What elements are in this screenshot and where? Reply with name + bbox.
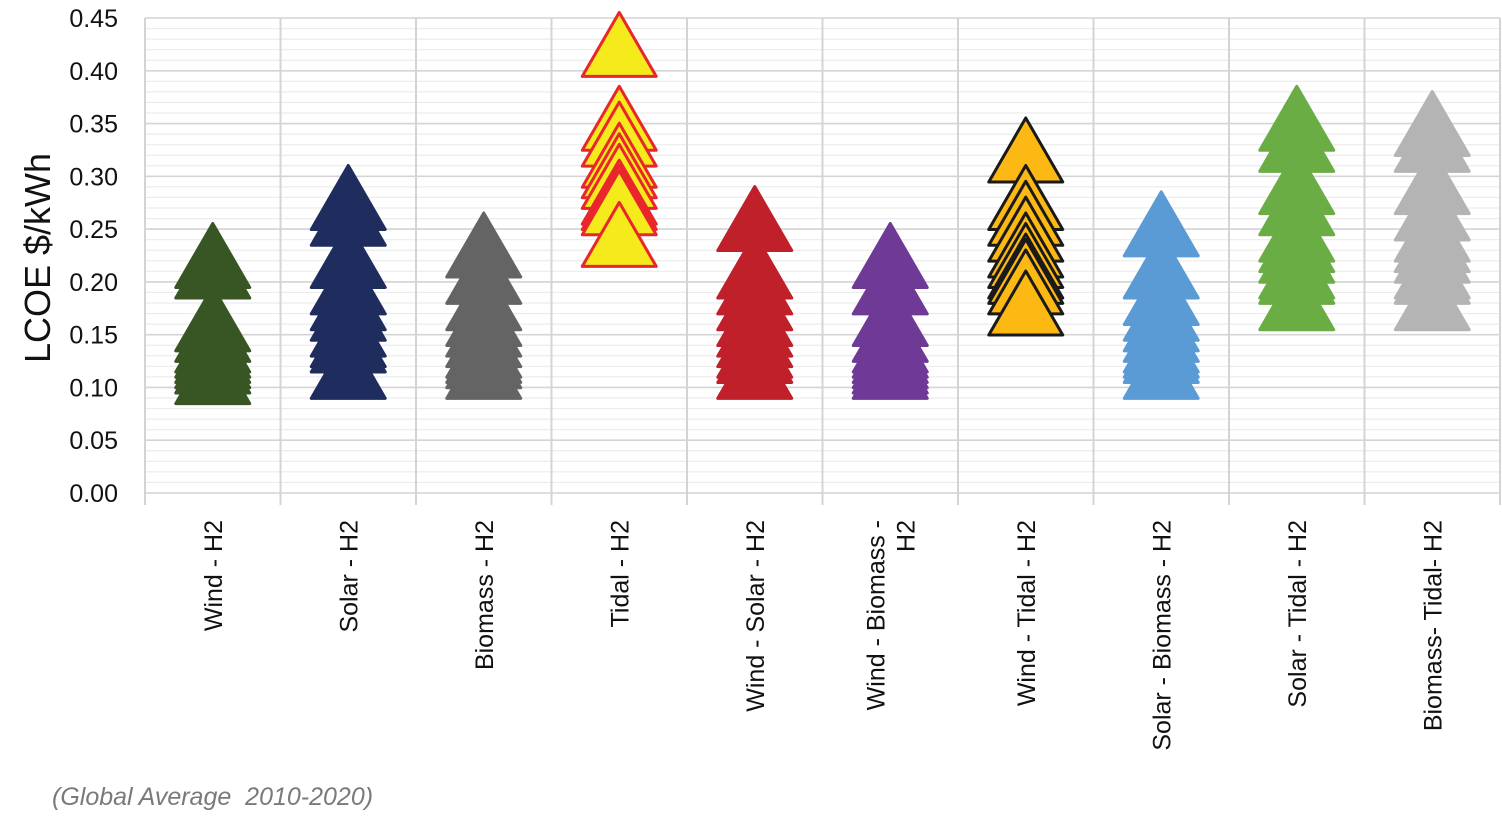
y-tick-label: 0.05 bbox=[69, 427, 118, 455]
x-category-label-line: Wind - Tidal - H2 bbox=[1013, 520, 1041, 706]
data-point-marker bbox=[580, 10, 658, 78]
y-tick-label: 0.25 bbox=[69, 216, 118, 244]
y-tick-label: 0.15 bbox=[69, 322, 118, 350]
data-point-marker bbox=[1393, 264, 1471, 332]
y-tick-label: 0.45 bbox=[69, 5, 118, 33]
y-tick-label: 0.00 bbox=[69, 480, 118, 508]
y-tick-label: 0.10 bbox=[69, 374, 118, 402]
y-tick-label: 0.35 bbox=[69, 111, 118, 139]
x-category-label: Solar - H2 bbox=[335, 520, 363, 633]
y-axis-label: LCOE $/kWh bbox=[17, 153, 58, 363]
x-category-label-line: Wind - Solar - H2 bbox=[742, 520, 770, 712]
x-category-label-line: H2 bbox=[892, 520, 920, 552]
data-point-marker bbox=[580, 200, 658, 268]
x-category-label-line: Solar - H2 bbox=[335, 520, 363, 633]
x-category-label-line: Biomass- Tidal- H2 bbox=[1419, 520, 1447, 731]
x-category-label: Tidal - H2 bbox=[606, 520, 634, 627]
x-category-label-line: Wind - H2 bbox=[200, 520, 228, 631]
x-category-label: Biomass- Tidal- H2 bbox=[1419, 520, 1447, 731]
x-category-label: Wind - Biomass - H2 bbox=[862, 520, 920, 710]
y-tick-label: 0.30 bbox=[69, 163, 118, 191]
data-point-marker bbox=[716, 332, 794, 400]
y-axis-ticks: 0.00 0.05 0.10 0.15 0.20 0.25 0.30 0.35 0.40 0.45 bbox=[69, 5, 118, 508]
x-category-label: Wind - H2 bbox=[200, 520, 228, 631]
x-category-label-line: Wind - Biomass - bbox=[862, 520, 890, 710]
y-tick-label: 0.20 bbox=[69, 269, 118, 297]
data-point-marker bbox=[1258, 264, 1336, 332]
x-category-label: Solar - Biomass - H2 bbox=[1148, 520, 1176, 751]
x-category-label-line: Solar - Tidal - H2 bbox=[1284, 520, 1312, 708]
y-tick-label: 0.40 bbox=[69, 58, 118, 86]
x-category-label: Wind - Solar - H2 bbox=[742, 520, 770, 712]
x-category-label-line: Biomass - H2 bbox=[471, 520, 499, 670]
x-category-label-line: Solar - Biomass - H2 bbox=[1148, 520, 1176, 751]
x-category-label-line: Tidal - H2 bbox=[606, 520, 634, 627]
data-point-marker bbox=[851, 332, 929, 400]
x-category-label: Biomass - H2 bbox=[471, 520, 499, 670]
x-category-label: Wind - Tidal - H2 bbox=[1013, 520, 1041, 706]
data-point-marker bbox=[174, 338, 252, 406]
x-category-label: Solar - Tidal - H2 bbox=[1284, 520, 1312, 708]
data-point-marker bbox=[309, 332, 387, 400]
data-point-marker bbox=[987, 269, 1065, 337]
data-point-marker bbox=[445, 332, 523, 400]
data-markers bbox=[174, 10, 1471, 406]
data-point-marker bbox=[1122, 332, 1200, 400]
x-axis-labels: Wind - H2 Solar - H2 Biomass - H2 Tidal - H… bbox=[200, 520, 1448, 751]
annotation-note: (Global Average 2010-2020) bbox=[52, 783, 373, 811]
